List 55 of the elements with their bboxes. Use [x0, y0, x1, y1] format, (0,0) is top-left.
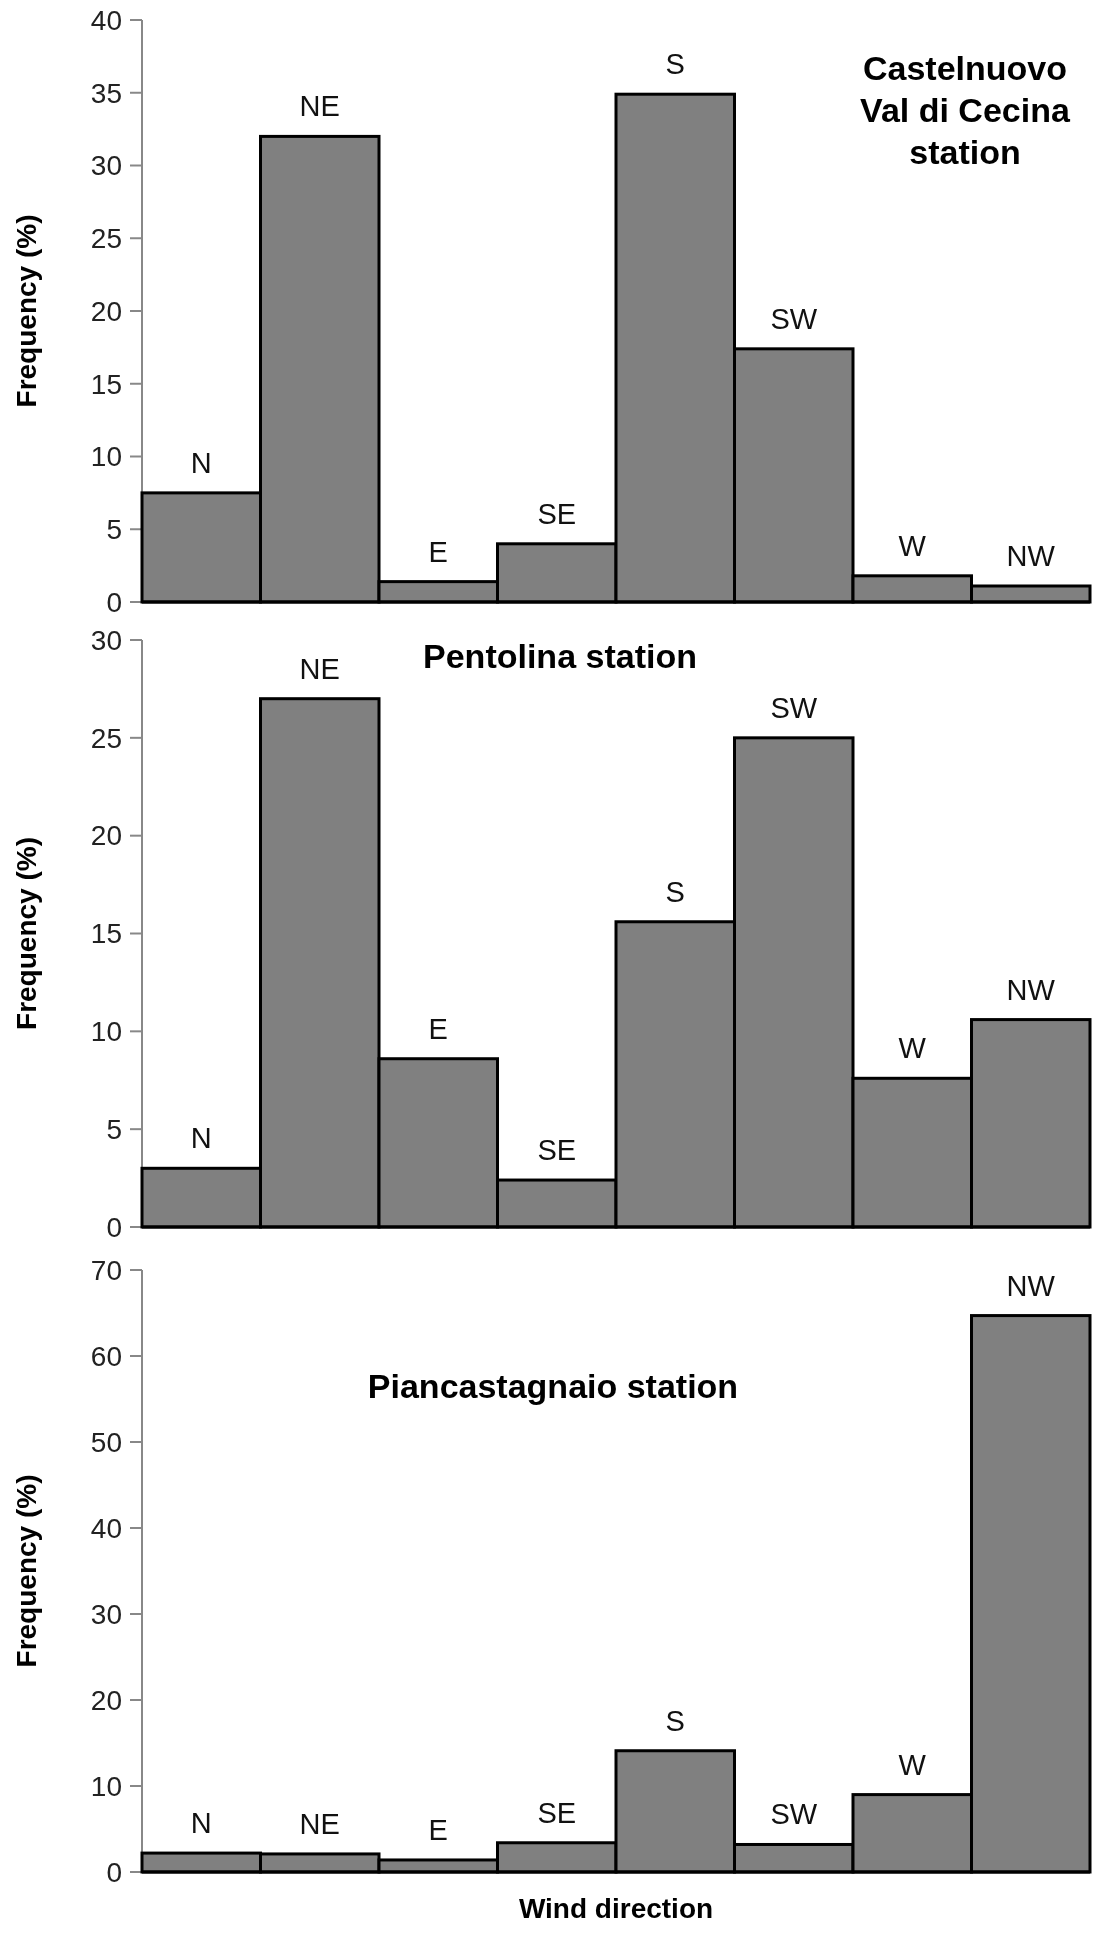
x-tick-label: NE [299, 90, 340, 123]
y-tick-label: 50 [90, 1426, 122, 1458]
y-tick-label: 15 [90, 368, 122, 400]
chart-title: Pentolina station [423, 637, 697, 675]
x-tick-label: N [190, 1807, 212, 1840]
x-tick-label: N [190, 1122, 212, 1155]
y-tick-label: 0 [106, 1856, 122, 1888]
y-tick-label: 5 [106, 1113, 122, 1145]
x-tick-label: W [898, 529, 927, 562]
y-tick-label: 0 [106, 1211, 122, 1243]
y-tick-label: 70 [90, 1254, 122, 1286]
x-tick-label: E [428, 535, 448, 568]
y-tick-label: 5 [106, 514, 122, 546]
y-axis-title: Frequency (%) [10, 837, 42, 1030]
y-tick-label: 25 [90, 722, 122, 754]
x-tick-label: E [428, 1813, 448, 1846]
text: Piancastagnaio station [367, 1367, 739, 1405]
y-tick-label: 20 [90, 820, 122, 852]
x-tick-label: SW [770, 1798, 818, 1831]
y-tick-label: 10 [90, 441, 122, 473]
y-tick-label: 60 [90, 1340, 122, 1372]
y-tick-label: 25 [90, 223, 122, 255]
y-tick-label: 0 [106, 586, 122, 618]
x-axis-title: Wind direction [518, 1892, 714, 1924]
y-tick-label: 10 [90, 1770, 122, 1802]
x-tick-label: S [665, 48, 685, 81]
x-tick-label: SE [537, 1134, 577, 1167]
x-tick-label: SW [770, 302, 818, 335]
y-tick-label: 20 [90, 1684, 122, 1716]
y-axis-title: Frequency (%) [10, 214, 42, 408]
x-tick-label: NE [299, 1807, 340, 1840]
y-tick-label: 20 [90, 295, 122, 327]
y-tick-label: 15 [90, 918, 122, 950]
x-tick-label: E [428, 1012, 448, 1045]
y-tick-label: 30 [90, 1598, 122, 1630]
y-tick-label: 40 [90, 1512, 122, 1544]
x-tick-label: SW [770, 691, 818, 724]
x-tick-label: S [665, 875, 685, 908]
x-tick-label: SE [537, 497, 577, 530]
x-tick-label: NW [1006, 973, 1056, 1006]
x-tick-label: NW [1006, 539, 1056, 572]
x-tick-label: NE [299, 652, 340, 685]
x-tick-label: W [898, 1032, 927, 1065]
x-tick-label: N [190, 446, 212, 479]
y-tick-label: 30 [90, 150, 122, 182]
x-tick-label: SE [537, 1796, 577, 1829]
x-tick-label: W [898, 1748, 927, 1781]
y-tick-label: 30 [90, 624, 122, 656]
y-tick-label: 40 [90, 4, 122, 36]
text: Castelnuovo Val di Cecina station [860, 49, 1071, 171]
x-tick-label: NW [1006, 1269, 1056, 1302]
y-tick-label: 10 [90, 1016, 122, 1048]
y-axis-title: Frequency (%) [10, 1474, 42, 1668]
x-tick-label: S [665, 1704, 685, 1737]
y-tick-label: 35 [90, 77, 122, 109]
